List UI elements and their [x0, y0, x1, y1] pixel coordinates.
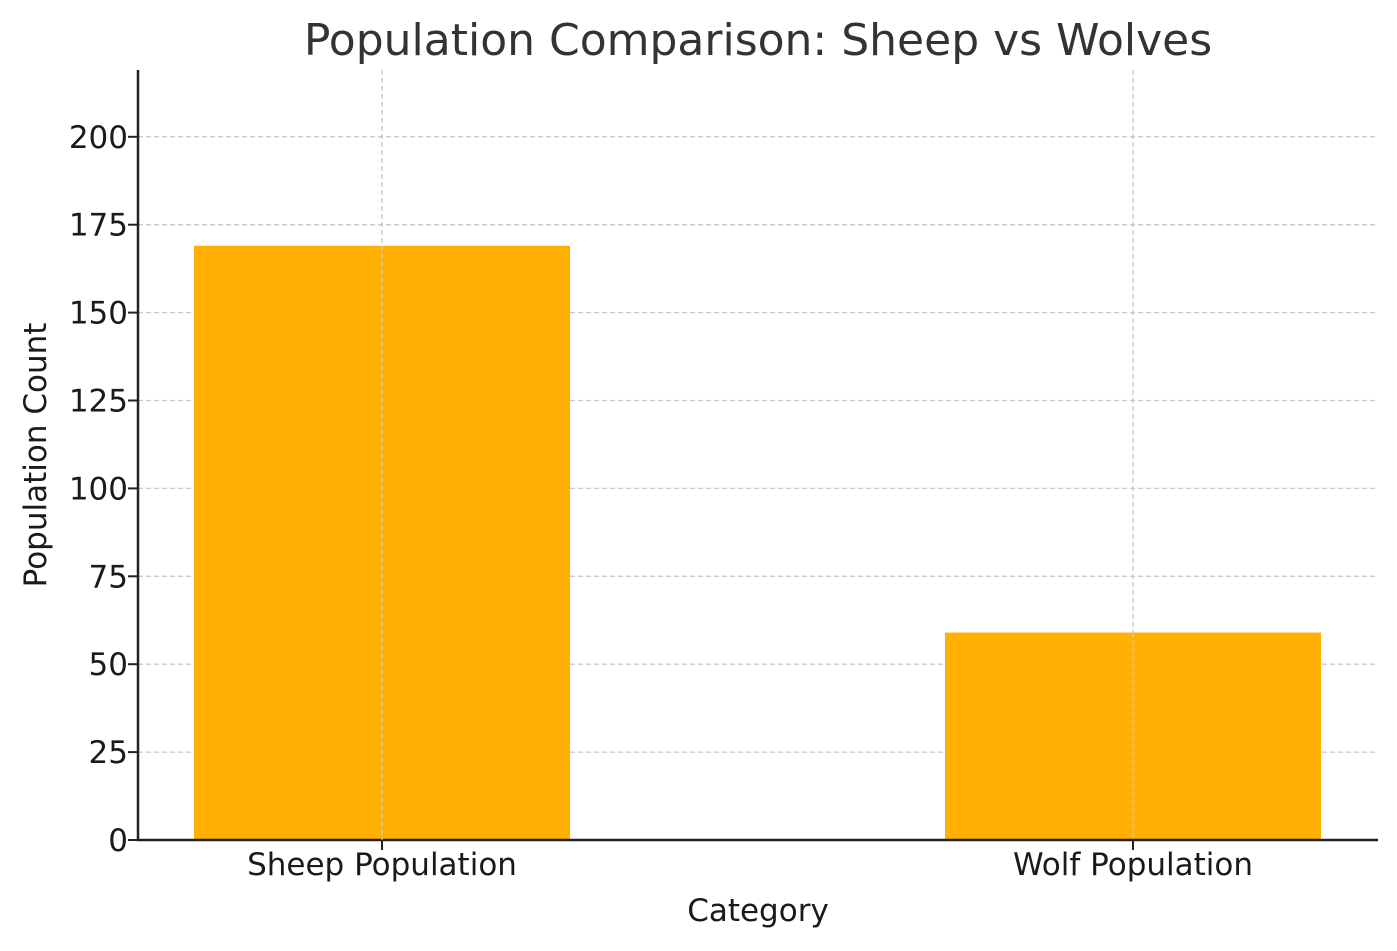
x-tick-label: Sheep Population: [247, 847, 517, 883]
y-tick-label: 150: [69, 296, 128, 332]
chart-title: Population Comparison: Sheep vs Wolves: [304, 15, 1212, 66]
y-tick-label: 75: [89, 559, 128, 595]
y-tick-label: 0: [108, 823, 128, 859]
axes: [128, 70, 1378, 850]
y-tick-label: 125: [69, 384, 128, 420]
y-tick-labels: 0 25 50 75 100 125 150 175 200: [69, 120, 128, 859]
y-tick-label: 25: [89, 735, 128, 771]
y-tick-label: 100: [69, 471, 128, 507]
y-tick-label: 175: [69, 208, 128, 244]
x-axis-label: Category: [687, 893, 829, 929]
bars: [194, 245, 1321, 841]
y-tick-label: 50: [89, 647, 128, 683]
x-tick-labels: Sheep Population Wolf Population: [247, 847, 1253, 883]
x-tick-label: Wolf Population: [1013, 847, 1253, 883]
y-axis-label: Population Count: [18, 323, 54, 588]
y-tick-label: 200: [69, 120, 128, 156]
